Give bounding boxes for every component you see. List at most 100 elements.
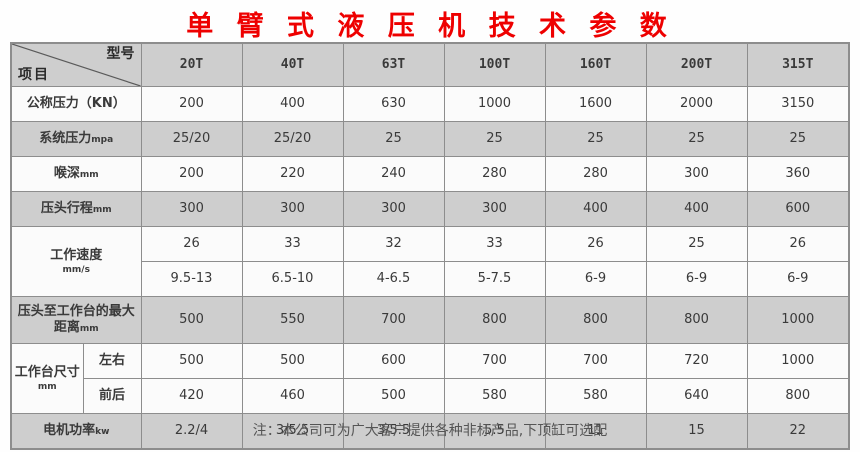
table-row: 压头至工作台的最大距离mm 500 550 700 800 800 800 10… [10,296,850,344]
row-label-text: 压头至工作台的最大距离 [17,303,135,335]
cell-value: 6-9 [645,261,748,297]
cell-value: 1000 [746,343,850,379]
column-header-100t: 100T [443,42,546,87]
row-label-unit: mm/s [62,265,90,276]
cell-value: 3/5.5 [241,413,344,450]
row-label-unit: mm [37,382,57,393]
cell-value: 3150 [746,86,850,122]
cell-value: 630 [342,86,445,122]
cell-value: 500 [140,343,243,379]
header-corner-cell: 型号 项目 [10,42,142,87]
table-row: 公称压力（KN） 200 400 630 1000 1600 2000 3150 [10,86,850,122]
row-label-text: 喉深 [53,165,80,181]
cell-value: 1000 [443,86,546,122]
cell-value: 1000 [746,296,850,344]
row-label-unit: kw [95,426,110,437]
cell-value: 300 [443,191,546,227]
cell-value: 700 [544,343,647,379]
cell-value: 6-9 [746,261,850,297]
row-label-worktable-size: 工作台尺寸 mm [10,343,84,414]
cell-value: 32 [342,226,445,262]
header-item-label: 项目 [18,66,50,83]
cell-value: 400 [544,191,647,227]
cell-value: 400 [645,191,748,227]
cell-value: 400 [241,86,344,122]
row-label-working-speed: 工作速度 mm/s [10,226,142,297]
row-label-text: 压头行程 [40,200,93,216]
cell-value: 25/20 [140,121,243,157]
row-label-system-pressure: 系统压力mpa [10,121,142,157]
cell-value: 26 [544,226,647,262]
cell-value: 500 [241,343,344,379]
cell-value: 26 [140,226,243,262]
table-row: 压头行程mm 300 300 300 300 400 400 600 [10,191,850,227]
column-header-160t: 160T [544,42,647,87]
cell-value: 33 [443,226,546,262]
cell-value: 800 [443,296,546,344]
row-label-ram-stroke: 压头行程mm [10,191,142,227]
cell-value: 2000 [645,86,748,122]
table-row: 工作速度 mm/s 26 33 32 33 26 25 26 [10,226,850,297]
cell-value: 240 [342,156,445,192]
cell-value: 25 [443,121,546,157]
cell-value: 460 [241,378,344,414]
cell-value: 25/20 [241,121,344,157]
row-label-nominal-pressure: 公称压力（KN） [10,86,142,122]
cell-value: 580 [544,378,647,414]
cell-value: 25 [746,121,850,157]
row-label-text: 工作台尺寸 [14,364,80,380]
cell-value: 640 [645,378,748,414]
cell-value: 800 [746,378,850,414]
cell-value: 22 [746,413,850,450]
cell-value: 33 [241,226,344,262]
cell-value: 720 [645,343,748,379]
cell-value: 5.5 [443,413,546,450]
table-header-row: 型号 项目 20T 40T 63T 100T 160T 200T 315T [10,42,850,87]
cell-value: 280 [443,156,546,192]
cell-value: 200 [140,86,243,122]
cell-value: 420 [140,378,243,414]
cell-value: 11 [544,413,647,450]
row-label-max-distance-ram-to-table: 压头至工作台的最大距离mm [10,296,142,344]
cell-value: 4-6.5 [342,261,445,297]
row-sublabel-left-right: 左右 [82,343,142,379]
cell-value: 700 [342,296,445,344]
column-header-40t: 40T [241,42,344,87]
cell-value: 600 [342,343,445,379]
cell-value: 25 [342,121,445,157]
table-row: 电机功率kw 2.2/4 3/5.5 3/5.5 5.5 11 15 22 [10,413,850,450]
footer-note: 注：本公司可为广大客户提供各种非标产品,下顶缸可选配 [252,423,608,439]
cell-value: 700 [443,343,546,379]
header-model-label: 型号 [106,46,135,62]
table-row: 工作台尺寸 mm 左右 500 500 600 700 700 720 1000 [10,343,850,414]
table-row: 喉深mm 200 220 240 280 280 300 360 [10,156,850,192]
column-header-63t: 63T [342,42,445,87]
row-label-unit: mm [92,204,112,215]
cell-value: 6-9 [544,261,647,297]
cell-value: 15 [645,413,748,450]
table-row: 前后 420 460 500 580 580 640 800 [11,378,850,414]
cell-value: 500 [140,296,243,344]
cell-value: 360 [746,156,850,192]
cell-value: 6.5-10 [241,261,344,297]
row-label-unit: mm [79,324,99,334]
cell-value: 25 [544,121,647,157]
cell-value: 280 [544,156,647,192]
cell-value: 600 [746,191,850,227]
cell-value: 300 [342,191,445,227]
row-sublabel-front-back: 前后 [82,378,142,414]
cell-value: 300 [241,191,344,227]
cell-value: 26 [746,226,850,262]
cell-value: 9.5-13 [140,261,243,297]
row-label-throat-depth: 喉深mm [10,156,142,192]
diagonal-divider-icon [12,44,141,86]
cell-value: 300 [140,191,243,227]
cell-value: 550 [241,296,344,344]
row-label-motor-power: 电机功率kw [10,413,142,450]
cell-value: 580 [443,378,546,414]
cell-value: 500 [342,378,445,414]
row-label-text: 系统压力 [39,130,92,146]
row-label-text: 电机功率 [43,422,96,438]
cell-value: 25 [645,226,748,262]
